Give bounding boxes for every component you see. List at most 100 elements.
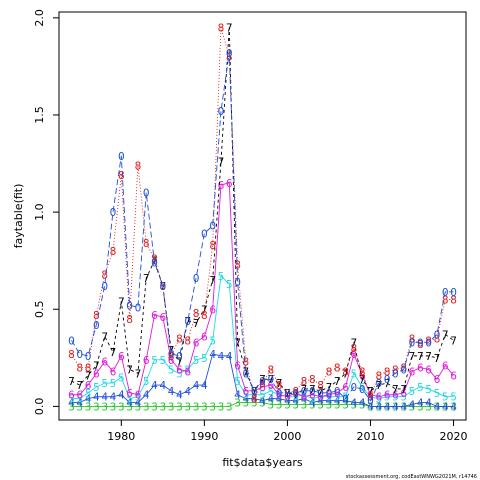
data-point-label: 4 bbox=[68, 398, 75, 410]
x-tick-label: 2000 bbox=[273, 430, 301, 443]
data-point-label: 3 bbox=[417, 401, 424, 413]
data-point-label: 7 bbox=[375, 380, 382, 392]
data-point-label: 3 bbox=[425, 401, 432, 413]
data-point-label: 5 bbox=[168, 364, 175, 376]
data-point-label: 3 bbox=[118, 401, 125, 413]
data-point-label: 3 bbox=[159, 401, 166, 413]
data-point-label: 7 bbox=[342, 368, 349, 380]
data-point-label: 4 bbox=[359, 398, 366, 410]
data-point-label: 8 bbox=[259, 378, 266, 390]
data-point-label: 3 bbox=[193, 401, 200, 413]
data-point-label: 4 bbox=[417, 398, 424, 410]
data-point-label: 5 bbox=[135, 392, 142, 404]
data-point-label: 4 bbox=[384, 401, 391, 413]
data-point-label: 6 bbox=[267, 380, 274, 392]
data-point-label: 8 bbox=[218, 23, 225, 35]
data-point-label: 5 bbox=[375, 394, 382, 406]
data-point-label: 4 bbox=[301, 394, 308, 406]
data-point-label: 0 bbox=[326, 388, 333, 400]
data-point-label: 0 bbox=[334, 386, 341, 398]
data-point-label: 5 bbox=[234, 376, 241, 388]
data-point-label: 0 bbox=[450, 287, 457, 299]
data-point-label: 3 bbox=[292, 399, 299, 411]
data-point-label: 6 bbox=[159, 312, 166, 324]
data-point-label: 6 bbox=[76, 390, 83, 402]
data-point-label: 4 bbox=[309, 398, 316, 410]
data-point-label: 7 bbox=[243, 366, 250, 378]
data-point-label: 5 bbox=[450, 392, 457, 404]
data-point-label: 8 bbox=[201, 310, 208, 322]
data-point-label: 5 bbox=[243, 390, 250, 402]
data-point-label: 0 bbox=[392, 368, 399, 380]
data-point-label: 5 bbox=[417, 382, 424, 394]
data-point-label: 5 bbox=[209, 335, 216, 347]
data-point-label: 0 bbox=[93, 320, 100, 332]
data-point-label: 0 bbox=[234, 277, 241, 289]
data-point-label: 5 bbox=[409, 386, 416, 398]
data-point-label: 7 bbox=[425, 351, 432, 363]
x-tick-label: 1990 bbox=[190, 430, 218, 443]
data-point-label: 3 bbox=[209, 401, 216, 413]
data-point-label: 8 bbox=[359, 366, 366, 378]
data-point-label: 3 bbox=[110, 401, 117, 413]
data-point-label: 8 bbox=[118, 170, 125, 182]
x-tick-label: 2020 bbox=[440, 430, 468, 443]
data-point-label: 7 bbox=[118, 296, 125, 308]
data-point-label: 7 bbox=[85, 370, 92, 382]
data-point-label: 4 bbox=[450, 401, 457, 413]
data-point-label: 4 bbox=[292, 396, 299, 408]
data-point-label: 8 bbox=[409, 333, 416, 345]
data-point-label: 7 bbox=[317, 386, 324, 398]
data-point-label: 8 bbox=[276, 380, 283, 392]
data-point-label: 4 bbox=[209, 349, 216, 361]
data-point-label: 7 bbox=[201, 304, 208, 316]
data-point-label: 6 bbox=[218, 180, 225, 192]
data-point-label: 5 bbox=[118, 372, 125, 384]
data-point-label: 6 bbox=[234, 361, 241, 373]
data-point-label: 7 bbox=[334, 376, 341, 388]
data-point-label: 5 bbox=[226, 279, 233, 291]
data-point-label: 6 bbox=[135, 390, 142, 402]
data-point-label: 4 bbox=[101, 392, 108, 404]
data-point-label: 4 bbox=[317, 396, 324, 408]
series-line bbox=[71, 353, 454, 407]
data-point-label: 7 bbox=[135, 368, 142, 380]
data-point-label: 6 bbox=[85, 380, 92, 392]
data-point-label: 5 bbox=[292, 392, 299, 404]
data-point-label: 0 bbox=[367, 396, 374, 408]
data-point-label: 5 bbox=[392, 392, 399, 404]
data-point-label: 0 bbox=[135, 302, 142, 314]
data-point-label: 3 bbox=[226, 401, 233, 413]
data-point-label: 5 bbox=[259, 390, 266, 402]
data-point-label: 7 bbox=[450, 335, 457, 347]
data-point-label: 0 bbox=[118, 151, 125, 163]
series-line bbox=[71, 27, 454, 400]
data-point-label: 5 bbox=[309, 394, 316, 406]
data-point-label: 6 bbox=[317, 392, 324, 404]
data-point-label: 0 bbox=[101, 281, 108, 293]
data-point-label: 6 bbox=[301, 392, 308, 404]
data-point-label: 4 bbox=[276, 394, 283, 406]
data-point-label: 5 bbox=[342, 392, 349, 404]
data-point-label: 3 bbox=[259, 398, 266, 410]
data-point-label: 7 bbox=[267, 374, 274, 386]
data-point-label: 5 bbox=[351, 368, 358, 380]
data-point-label: 6 bbox=[425, 364, 432, 376]
data-point-label: 7 bbox=[326, 382, 333, 394]
data-point-label: 4 bbox=[251, 394, 258, 406]
data-point-label: 4 bbox=[267, 394, 274, 406]
data-point-label: 5 bbox=[301, 390, 308, 402]
data-point-label: 6 bbox=[276, 390, 283, 402]
data-point-label: 3 bbox=[359, 399, 366, 411]
data-point-label: 4 bbox=[334, 396, 341, 408]
data-point-label: 0 bbox=[159, 281, 166, 293]
data-point-label: 4 bbox=[425, 398, 432, 410]
data-point-label: 5 bbox=[367, 392, 374, 404]
data-point-label: 5 bbox=[176, 368, 183, 380]
data-point-label: 0 bbox=[434, 330, 441, 342]
data-point-label: 0 bbox=[351, 382, 358, 394]
data-point-label: 6 bbox=[168, 355, 175, 367]
data-point-label: 7 bbox=[234, 337, 241, 349]
data-point-label: 3 bbox=[375, 401, 382, 413]
